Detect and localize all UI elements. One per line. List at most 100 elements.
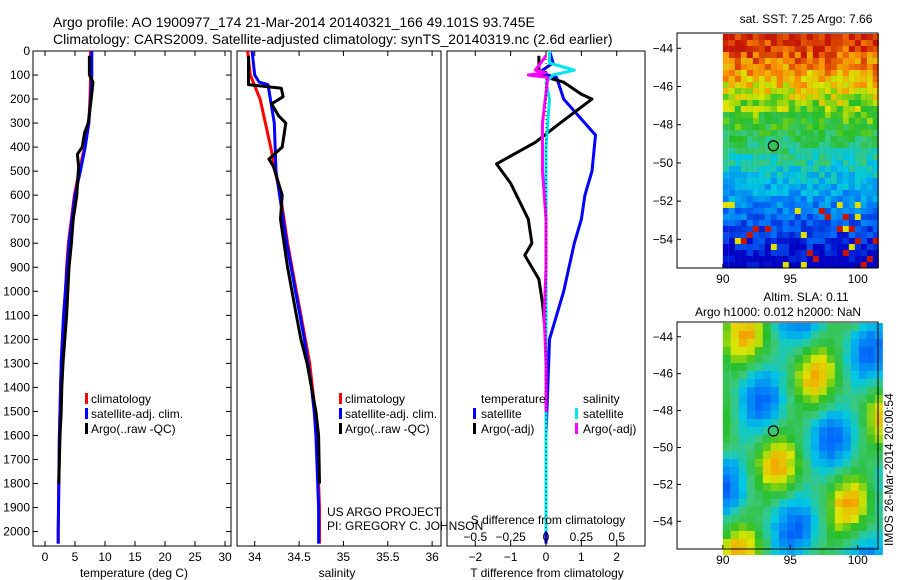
- map-cell: [818, 363, 827, 371]
- map-cell: [866, 355, 875, 363]
- map-cell: [874, 403, 883, 411]
- map-cell: [786, 435, 795, 443]
- map-cell: [788, 172, 795, 178]
- map-cell: [836, 52, 843, 58]
- map-cell: [860, 70, 867, 76]
- map-cell: [746, 118, 753, 124]
- map-cell: [860, 142, 867, 148]
- map-cell: [858, 475, 867, 483]
- map-cell: [826, 331, 835, 339]
- map-cell: [776, 76, 783, 82]
- map-cell: [730, 523, 739, 531]
- map-cell: [874, 395, 883, 403]
- map-cell: [770, 371, 779, 379]
- map-cell: [806, 46, 813, 52]
- map-cell: [800, 166, 807, 172]
- map-cell: [730, 419, 739, 427]
- map-cell: [762, 363, 771, 371]
- map-cell: [746, 347, 755, 355]
- map-cell: [836, 148, 843, 154]
- map-cell: [854, 34, 861, 40]
- map-cell: [788, 226, 795, 232]
- map-cell: [740, 220, 747, 226]
- map-cell: [842, 40, 849, 46]
- map-cell: [770, 403, 779, 411]
- map-cell: [722, 507, 731, 515]
- map-cell: [754, 467, 763, 475]
- map-cell: [770, 499, 779, 507]
- map-cell: [850, 411, 859, 419]
- map-cell: [746, 507, 755, 515]
- map-cell: [754, 547, 763, 555]
- map-cell: [818, 371, 827, 379]
- map-cell: [770, 339, 779, 347]
- map-cell: [758, 148, 765, 154]
- map-cell: [722, 475, 731, 483]
- map-cell: [770, 256, 777, 262]
- map-cell: [834, 323, 843, 331]
- map-cell: [764, 226, 771, 232]
- map-cell: [830, 118, 837, 124]
- map-cell: [758, 256, 765, 262]
- map-cell: [810, 427, 819, 435]
- map-cell: [794, 40, 801, 46]
- map-cell: [786, 363, 795, 371]
- map-cell: [788, 40, 795, 46]
- map-cell: [848, 106, 855, 112]
- map-cell: [806, 82, 813, 88]
- map-cell: [848, 136, 855, 142]
- map-cell: [788, 106, 795, 112]
- map-cell: [782, 40, 789, 46]
- map-cell: [836, 208, 843, 214]
- map-cell: [740, 178, 747, 184]
- map-cell: [848, 190, 855, 196]
- map-cell: [806, 256, 813, 262]
- map-cell: [806, 184, 813, 190]
- map-cell: [746, 214, 753, 220]
- map-cell: [762, 475, 771, 483]
- map-cell: [794, 443, 803, 451]
- map-cell: [818, 106, 825, 112]
- map-cell: [854, 118, 861, 124]
- map-cell: [730, 387, 739, 395]
- map-cell: [836, 226, 843, 232]
- map-cell: [770, 475, 779, 483]
- map-cell: [770, 106, 777, 112]
- map-cell: [842, 136, 849, 142]
- map-cell: [754, 539, 763, 547]
- map-cell: [830, 130, 837, 136]
- map-cell: [770, 76, 777, 82]
- map-cell: [858, 427, 867, 435]
- map-cell: [842, 100, 849, 106]
- map-cell: [818, 76, 825, 82]
- map-cell: [758, 136, 765, 142]
- map-cell: [866, 202, 873, 208]
- map-cell: [746, 142, 753, 148]
- map-cell: [836, 154, 843, 160]
- map-cell: [722, 419, 731, 427]
- map-cell: [794, 142, 801, 148]
- map-cell: [778, 395, 787, 403]
- map-cell: [842, 124, 849, 130]
- map-cell: [806, 100, 813, 106]
- map-cell: [762, 323, 771, 331]
- map-cell: [874, 331, 883, 339]
- map-cell: [806, 214, 813, 220]
- map-cell: [824, 220, 831, 226]
- map-cell: [830, 52, 837, 58]
- map-cell: [752, 244, 759, 250]
- map-cell: [734, 160, 741, 166]
- map-cell: [858, 419, 867, 427]
- map-cell: [872, 142, 879, 148]
- map-cell: [866, 363, 875, 371]
- map-cell: [722, 100, 729, 106]
- sst-map-title: sat. SST: 7.25 Argo: 7.66: [740, 12, 873, 26]
- map-cell: [782, 244, 789, 250]
- map-cell: [778, 331, 787, 339]
- map-cell: [818, 172, 825, 178]
- map-cell: [810, 475, 819, 483]
- map-cell: [806, 106, 813, 112]
- map-cell: [722, 136, 729, 142]
- map-cell: [778, 379, 787, 387]
